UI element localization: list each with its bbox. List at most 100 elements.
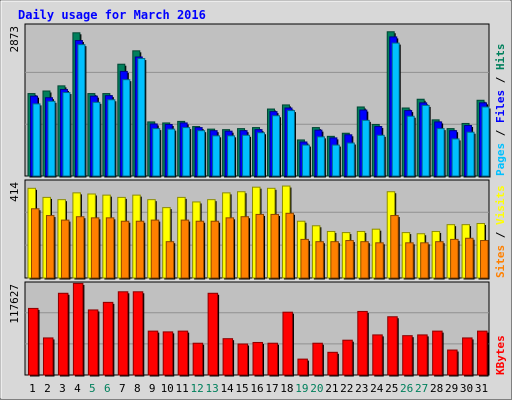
bar-kbytes-day-7 [117, 291, 129, 376]
panel-kbytes-legend: KBytes [494, 335, 507, 375]
legend-separator: / [494, 70, 507, 90]
bar-pages-day-15 [242, 134, 251, 177]
bar-pages-day-8 [137, 58, 146, 177]
bar-kbytes-day-19 [297, 358, 308, 376]
legend-kbytes: KBytes [494, 335, 507, 375]
bar-sites-day-3 [60, 219, 70, 279]
panel-visits-legend: Sites / Visits [494, 185, 507, 278]
bar-pages-day-12 [197, 130, 206, 177]
x-tick-label-day-28: 28 [430, 382, 443, 395]
bar-sites-day-24 [375, 242, 384, 279]
bar-pages-day-25 [391, 42, 400, 177]
x-tick-label-day-3: 3 [59, 382, 66, 395]
bar-pages-day-1 [32, 103, 41, 177]
bar-sites-day-23 [360, 241, 369, 279]
bar-kbytes-day-22 [342, 339, 353, 376]
bar-sites-day-5 [90, 217, 100, 279]
x-tick-label-day-5: 5 [89, 382, 96, 395]
bar-sites-day-10 [165, 241, 175, 279]
bar-sites-day-15 [240, 216, 250, 279]
x-tick-label-day-25: 25 [385, 382, 398, 395]
bar-pages-day-24 [376, 134, 385, 177]
bar-pages-day-28 [436, 128, 445, 177]
bar-pages-day-16 [257, 132, 266, 177]
panel-kbytes: 117627 KBytes [8, 281, 507, 377]
panel-hits-legend: Pages / Files / Hits [494, 44, 507, 177]
x-tick-label-day-9: 9 [149, 382, 156, 395]
x-tick-label-day-17: 17 [265, 382, 278, 395]
bar-sites-day-28 [435, 241, 444, 279]
panel-visits-max-label: 414 [8, 182, 21, 202]
bar-sites-day-13 [210, 220, 220, 279]
bar-kbytes-day-4 [72, 282, 84, 376]
bar-pages-day-27 [421, 104, 430, 177]
x-tick-label-day-14: 14 [220, 382, 234, 395]
bar-sites-day-27 [420, 242, 429, 279]
x-tick-label-day-7: 7 [119, 382, 126, 395]
bar-pages-day-23 [361, 119, 370, 177]
chart-panels: 2873 Pages / Files / Hits 414 Sites / Visit… [8, 23, 507, 377]
bar-sites-day-19 [300, 238, 309, 279]
bar-sites-day-7 [120, 220, 130, 279]
panel-hits-max-label: 2873 [8, 26, 21, 53]
x-tick-label-day-16: 16 [250, 382, 263, 395]
legend-separator: / [494, 225, 507, 245]
bar-kbytes-day-21 [327, 351, 338, 376]
bar-sites-day-12 [195, 220, 205, 279]
bar-pages-day-21 [331, 144, 340, 177]
bar-pages-day-4 [77, 44, 86, 177]
x-tick-label-day-22: 22 [340, 382, 353, 395]
bar-kbytes-day-6 [102, 301, 114, 376]
x-tick-label-day-12: 12 [191, 382, 204, 395]
bar-pages-day-10 [167, 128, 176, 177]
bar-kbytes-day-29 [447, 349, 458, 376]
legend-pages: Pages [494, 143, 507, 176]
bar-kbytes-day-17 [267, 342, 278, 376]
bar-kbytes-day-28 [432, 330, 443, 376]
bar-sites-day-29 [450, 238, 459, 279]
bar-kbytes-day-30 [462, 337, 473, 376]
bar-kbytes-day-25 [387, 316, 398, 376]
bar-pages-day-14 [227, 135, 236, 177]
bar-kbytes-day-24 [372, 334, 383, 376]
bar-kbytes-day-5 [87, 309, 99, 376]
bar-pages-day-30 [466, 131, 475, 177]
bar-sites-day-6 [105, 217, 115, 279]
bar-sites-day-18 [285, 212, 294, 279]
bar-sites-day-17 [270, 213, 279, 279]
bar-kbytes-day-10 [162, 331, 174, 376]
x-tick-label-day-4: 4 [74, 382, 81, 395]
bar-pages-day-20 [316, 136, 325, 177]
bar-pages-day-26 [406, 115, 415, 177]
bar-pages-day-19 [301, 144, 310, 177]
legend-separator: / [494, 123, 507, 143]
x-tick-label-day-21: 21 [325, 382, 338, 395]
x-tick-label-day-18: 18 [280, 382, 293, 395]
bar-kbytes-day-12 [192, 342, 204, 376]
bar-pages-day-18 [286, 110, 295, 177]
bar-pages-day-6 [107, 99, 116, 177]
bar-kbytes-day-18 [282, 311, 293, 376]
x-tick-label-day-1: 1 [29, 382, 36, 395]
x-tick-label-day-8: 8 [134, 382, 141, 395]
x-tick-label-day-15: 15 [235, 382, 248, 395]
bar-pages-day-11 [182, 127, 191, 177]
bar-sites-day-22 [345, 240, 354, 279]
bar-pages-day-7 [122, 79, 131, 177]
bar-pages-day-17 [271, 115, 280, 177]
bar-pages-day-31 [481, 106, 490, 177]
bar-pages-day-13 [212, 135, 221, 177]
bar-pages-day-2 [47, 100, 56, 177]
x-tick-label-day-11: 11 [176, 382, 189, 395]
legend-visits: Visits [494, 185, 507, 225]
bar-kbytes-day-13 [207, 292, 219, 376]
panel-hits: 2873 Pages / Files / Hits [8, 23, 507, 178]
chart-title: Daily usage for March 2016 [18, 8, 206, 22]
bar-kbytes-day-15 [237, 343, 249, 376]
bar-kbytes-day-26 [402, 335, 413, 376]
bar-kbytes-day-1 [28, 307, 39, 376]
legend-hits: Hits [494, 44, 507, 71]
bar-pages-day-5 [92, 101, 101, 177]
bar-kbytes-day-23 [357, 310, 368, 376]
bar-sites-day-16 [255, 213, 265, 279]
